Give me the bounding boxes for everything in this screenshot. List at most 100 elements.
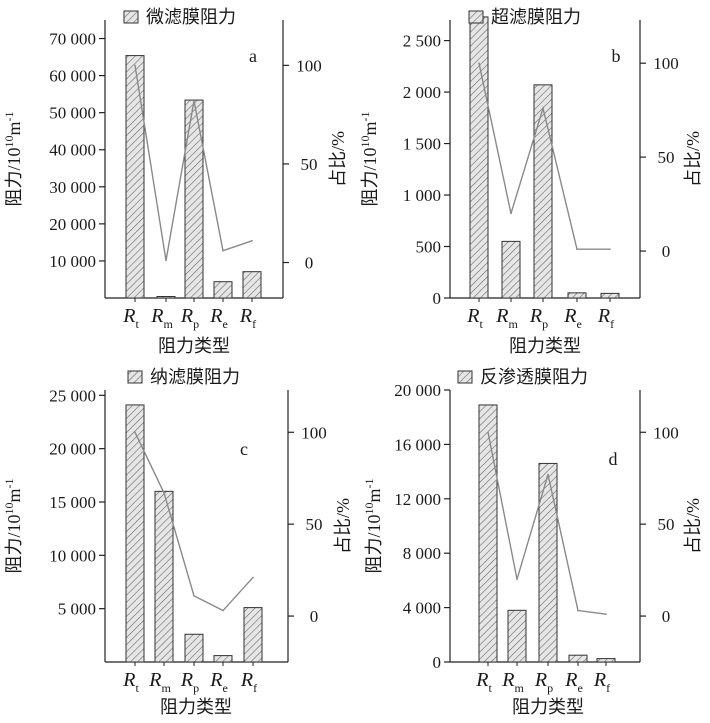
y-axis-title: 阻力/1010m-1 [358,111,380,206]
category-label: Rm [501,669,524,695]
bar [567,292,587,299]
y-axis-title: 阻力/1010m-1 [362,478,384,573]
share-point [547,473,549,476]
category-label: Rf [593,669,610,695]
bar [213,655,233,663]
y-tick-label: 16 000 [394,435,441,454]
bar [600,292,620,299]
legend-label: 超滤膜阻力 [491,7,581,27]
y-tick-label: 50 000 [49,104,96,123]
x-axis-title: 阻力类型 [512,697,584,717]
bar [156,296,176,299]
y-tick-label: 40 000 [49,141,96,160]
y-tick-label: 70 000 [49,30,96,49]
y2-tick-label: 0 [310,607,319,626]
category-label: Re [563,305,582,331]
bar [242,271,262,299]
share-point [577,609,579,612]
y-axis-title: 阻力/1010m-1 [2,111,24,206]
y2-tick-label: 100 [296,56,322,75]
y2-tick-label: 100 [653,423,679,442]
y2-axis-title: 占比/% [683,498,703,554]
bar [538,462,558,663]
y2-tick-label: 50 [301,155,318,174]
panel-letter: b [612,46,621,66]
share-point [542,107,544,110]
y-tick-label: 8 000 [403,544,441,563]
panel-letter: a [249,46,257,66]
bar [568,654,588,663]
y-tick-label: 15 000 [49,493,96,512]
y-axis-title: 阻力/1010m-1 [2,478,24,573]
category-label: Rt [475,669,492,695]
legend-swatch [468,10,484,24]
y2-axis-title: 占比/% [683,131,703,187]
legend-swatch [123,10,139,24]
y2-tick-label: 100 [301,423,327,442]
share-point [510,212,512,215]
y2-tick-label: 100 [653,54,679,73]
legend-swatch [457,370,473,384]
y2-tick-label: 0 [305,254,314,273]
y-tick-label: 10 000 [49,252,96,271]
y-tick-label: 20 000 [49,440,96,459]
share-point [609,248,611,250]
category-label: Rt [122,305,139,331]
legend-swatch [127,370,143,384]
panel-letter: c [240,439,248,459]
y-tick-label: 1 500 [403,135,441,154]
panel-d: 0 4 000 8 000 12 000 16 000 20 000 0 50 100 Rt Rm R… [362,367,703,717]
y-tick-label: 60 000 [49,67,96,86]
category-label: Rf [240,669,257,695]
x-axis-title: 阻力类型 [160,697,232,717]
panel-a: 10 000 20 000 30 000 40 000 50 000 60 000 70 0… [2,7,348,356]
bar [469,16,489,299]
y2-tick-label: 50 [658,515,675,534]
y2-axis-title: 占比/% [333,498,353,554]
y-tick-label: 2 500 [403,32,441,51]
x-axis-title: 阻力类型 [509,336,581,356]
bar [501,240,521,299]
y-tick-label: 12 000 [394,490,441,509]
category-label: Rt [122,669,139,695]
share-point [605,613,607,616]
bar [596,658,616,663]
panel-b: 0 500 1 000 1 500 2 000 2 500 0 50 100 Rt Rm Rp Re Rf… [358,7,703,356]
share-point [134,64,136,67]
y-tick-label: 20 000 [49,215,96,234]
share-point [478,62,480,65]
panel-letter: d [609,449,618,469]
bar [243,607,263,663]
share-point [134,431,136,434]
y-tick-label: 10 000 [49,546,96,565]
category-label: Rm [148,669,171,695]
share-point [487,431,489,434]
y2-tick-label: 0 [662,242,671,261]
category-label: Rt [466,305,483,331]
category-label: Rf [597,305,614,331]
bar [184,633,204,663]
x-axis-title: 阻力类型 [158,336,230,356]
y-tick-label: 0 [433,289,442,308]
share-point [252,576,254,579]
y-tick-label: 20 000 [394,381,441,400]
category-label: Rp [529,305,548,331]
y2-tick-label: 50 [306,515,323,534]
bar [213,281,233,299]
category-label: Re [209,305,228,331]
category-label: Re [209,669,228,695]
category-label: Rp [180,305,199,331]
category-label: Re [564,669,583,695]
bar [533,84,553,299]
share-point [193,595,195,597]
bar [125,404,145,663]
category-label: Rp [534,669,553,695]
y2-tick-label: 50 [658,148,675,167]
share-line [134,431,254,612]
y-tick-label: 30 000 [49,178,96,197]
y-tick-label: 1 000 [403,186,441,205]
legend-label: 纳滤膜阻力 [150,367,240,387]
category-label: Rm [495,305,518,331]
share-point [163,492,165,494]
